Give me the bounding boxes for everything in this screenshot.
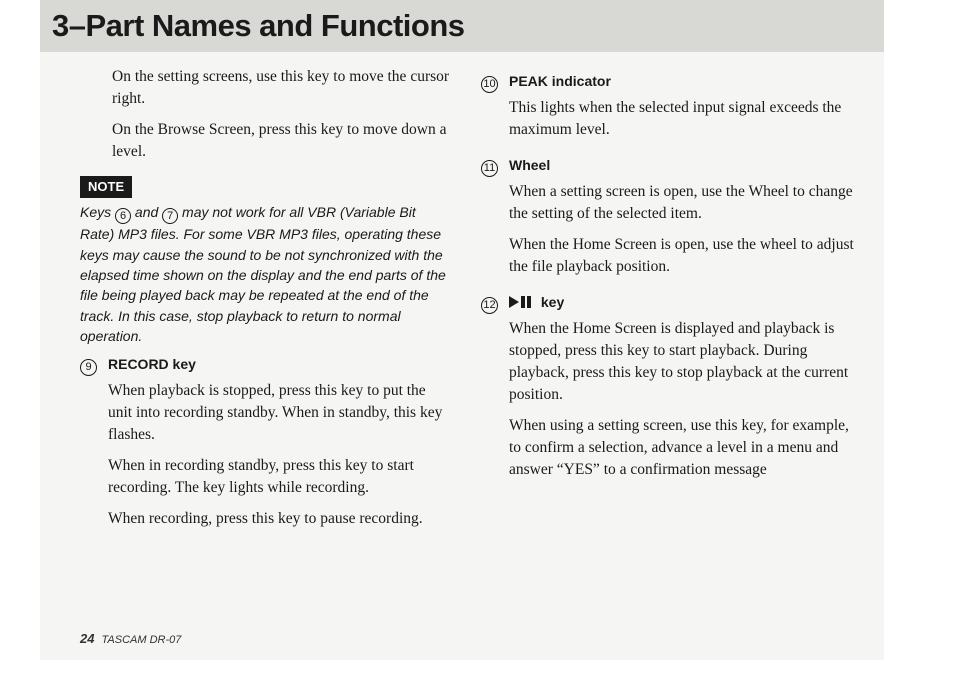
item-9: 9 RECORD key When playback is stopped, p… <box>80 355 453 539</box>
circled-number-icon: 6 <box>115 208 131 224</box>
right-column: 10 PEAK indicator This lights when the s… <box>481 66 854 545</box>
circled-number-icon: 10 <box>481 76 498 93</box>
note-fragment: and <box>131 204 162 220</box>
item-body: PEAK indicator This lights when the sele… <box>509 72 854 150</box>
item-10: 10 PEAK indicator This lights when the s… <box>481 72 854 150</box>
item-title: RECORD key <box>108 355 453 375</box>
circled-number-icon: 11 <box>481 160 498 177</box>
play-pause-icon <box>509 294 537 310</box>
item-paragraph: This lights when the selected input sign… <box>509 97 854 141</box>
note-text: Keys 6 and 7 may not work for all VBR (V… <box>80 202 453 346</box>
page-number: 24 <box>80 631 94 646</box>
item-paragraph: When recording, press this key to pause … <box>108 508 453 530</box>
section-header: 3–Part Names and Functions <box>40 0 884 52</box>
circled-number-icon: 7 <box>162 208 178 224</box>
intro-paragraph: On the setting screens, use this key to … <box>80 66 453 110</box>
item-paragraph: When the Home Screen is displayed and pl… <box>509 318 854 406</box>
item-body: RECORD key When playback is stopped, pre… <box>108 355 453 539</box>
item-title-suffix: key <box>537 294 564 310</box>
left-column: On the setting screens, use this key to … <box>80 66 453 545</box>
page-footer: 24 TASCAM DR-07 <box>80 631 181 646</box>
item-paragraph: When the Home Screen is open, use the wh… <box>509 234 854 278</box>
item-11: 11 Wheel When a setting screen is open, … <box>481 156 854 287</box>
item-paragraph: When a setting screen is open, use the W… <box>509 181 854 225</box>
circled-number-icon: 9 <box>80 359 97 376</box>
item-title: key <box>509 293 854 313</box>
item-paragraph: When playback is stopped, press this key… <box>108 380 453 446</box>
note-fragment: may not work for all VBR (Variable Bit R… <box>80 204 446 343</box>
manual-page: 3–Part Names and Functions On the settin… <box>40 0 884 660</box>
circled-number-icon: 12 <box>481 297 498 314</box>
item-12: 12 key When the Home Screen is displayed… <box>481 293 854 490</box>
intro-paragraph: On the Browse Screen, press this key to … <box>80 119 453 163</box>
item-paragraph: When in recording standby, press this ke… <box>108 455 453 499</box>
item-body: Wheel When a setting screen is open, use… <box>509 156 854 287</box>
item-paragraph: When using a setting screen, use this ke… <box>509 415 854 481</box>
item-title: PEAK indicator <box>509 72 854 92</box>
note-badge: NOTE <box>80 176 132 198</box>
item-number: 9 <box>80 355 108 539</box>
section-title: 3–Part Names and Functions <box>52 8 872 44</box>
content-area: On the setting screens, use this key to … <box>40 52 884 545</box>
note-fragment: Keys <box>80 204 115 220</box>
model-name: TASCAM DR-07 <box>102 634 182 646</box>
item-number: 11 <box>481 156 509 287</box>
item-number: 10 <box>481 72 509 150</box>
item-title: Wheel <box>509 156 854 176</box>
item-number: 12 <box>481 293 509 490</box>
item-body: key When the Home Screen is displayed an… <box>509 293 854 490</box>
